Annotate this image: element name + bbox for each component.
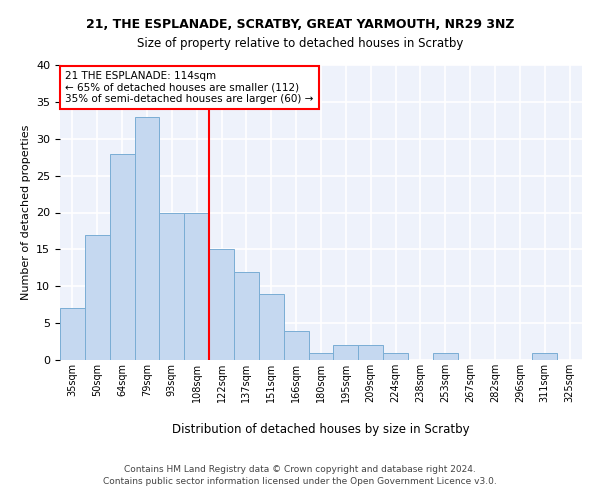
Bar [358, 345, 383, 360]
Bar [532, 352, 557, 360]
Bar [184, 212, 209, 360]
Text: Contains HM Land Registry data © Crown copyright and database right 2024.: Contains HM Land Registry data © Crown c… [124, 465, 476, 474]
Text: Size of property relative to detached houses in Scratby: Size of property relative to detached ho… [137, 38, 463, 51]
Bar [134, 116, 160, 360]
Bar [209, 250, 234, 360]
Bar [60, 308, 85, 360]
Text: 21, THE ESPLANADE, SCRATBY, GREAT YARMOUTH, NR29 3NZ: 21, THE ESPLANADE, SCRATBY, GREAT YARMOU… [86, 18, 514, 30]
Bar [160, 212, 184, 360]
Y-axis label: Number of detached properties: Number of detached properties [20, 125, 31, 300]
Bar [85, 234, 110, 360]
Bar [259, 294, 284, 360]
Bar [284, 330, 308, 360]
Text: Contains public sector information licensed under the Open Government Licence v3: Contains public sector information licen… [103, 478, 497, 486]
Text: 21 THE ESPLANADE: 114sqm
← 65% of detached houses are smaller (112)
35% of semi-: 21 THE ESPLANADE: 114sqm ← 65% of detach… [65, 71, 314, 104]
Bar [383, 352, 408, 360]
Bar [110, 154, 134, 360]
Bar [433, 352, 458, 360]
Bar [308, 352, 334, 360]
Bar [234, 272, 259, 360]
Text: Distribution of detached houses by size in Scratby: Distribution of detached houses by size … [172, 422, 470, 436]
Bar [334, 345, 358, 360]
